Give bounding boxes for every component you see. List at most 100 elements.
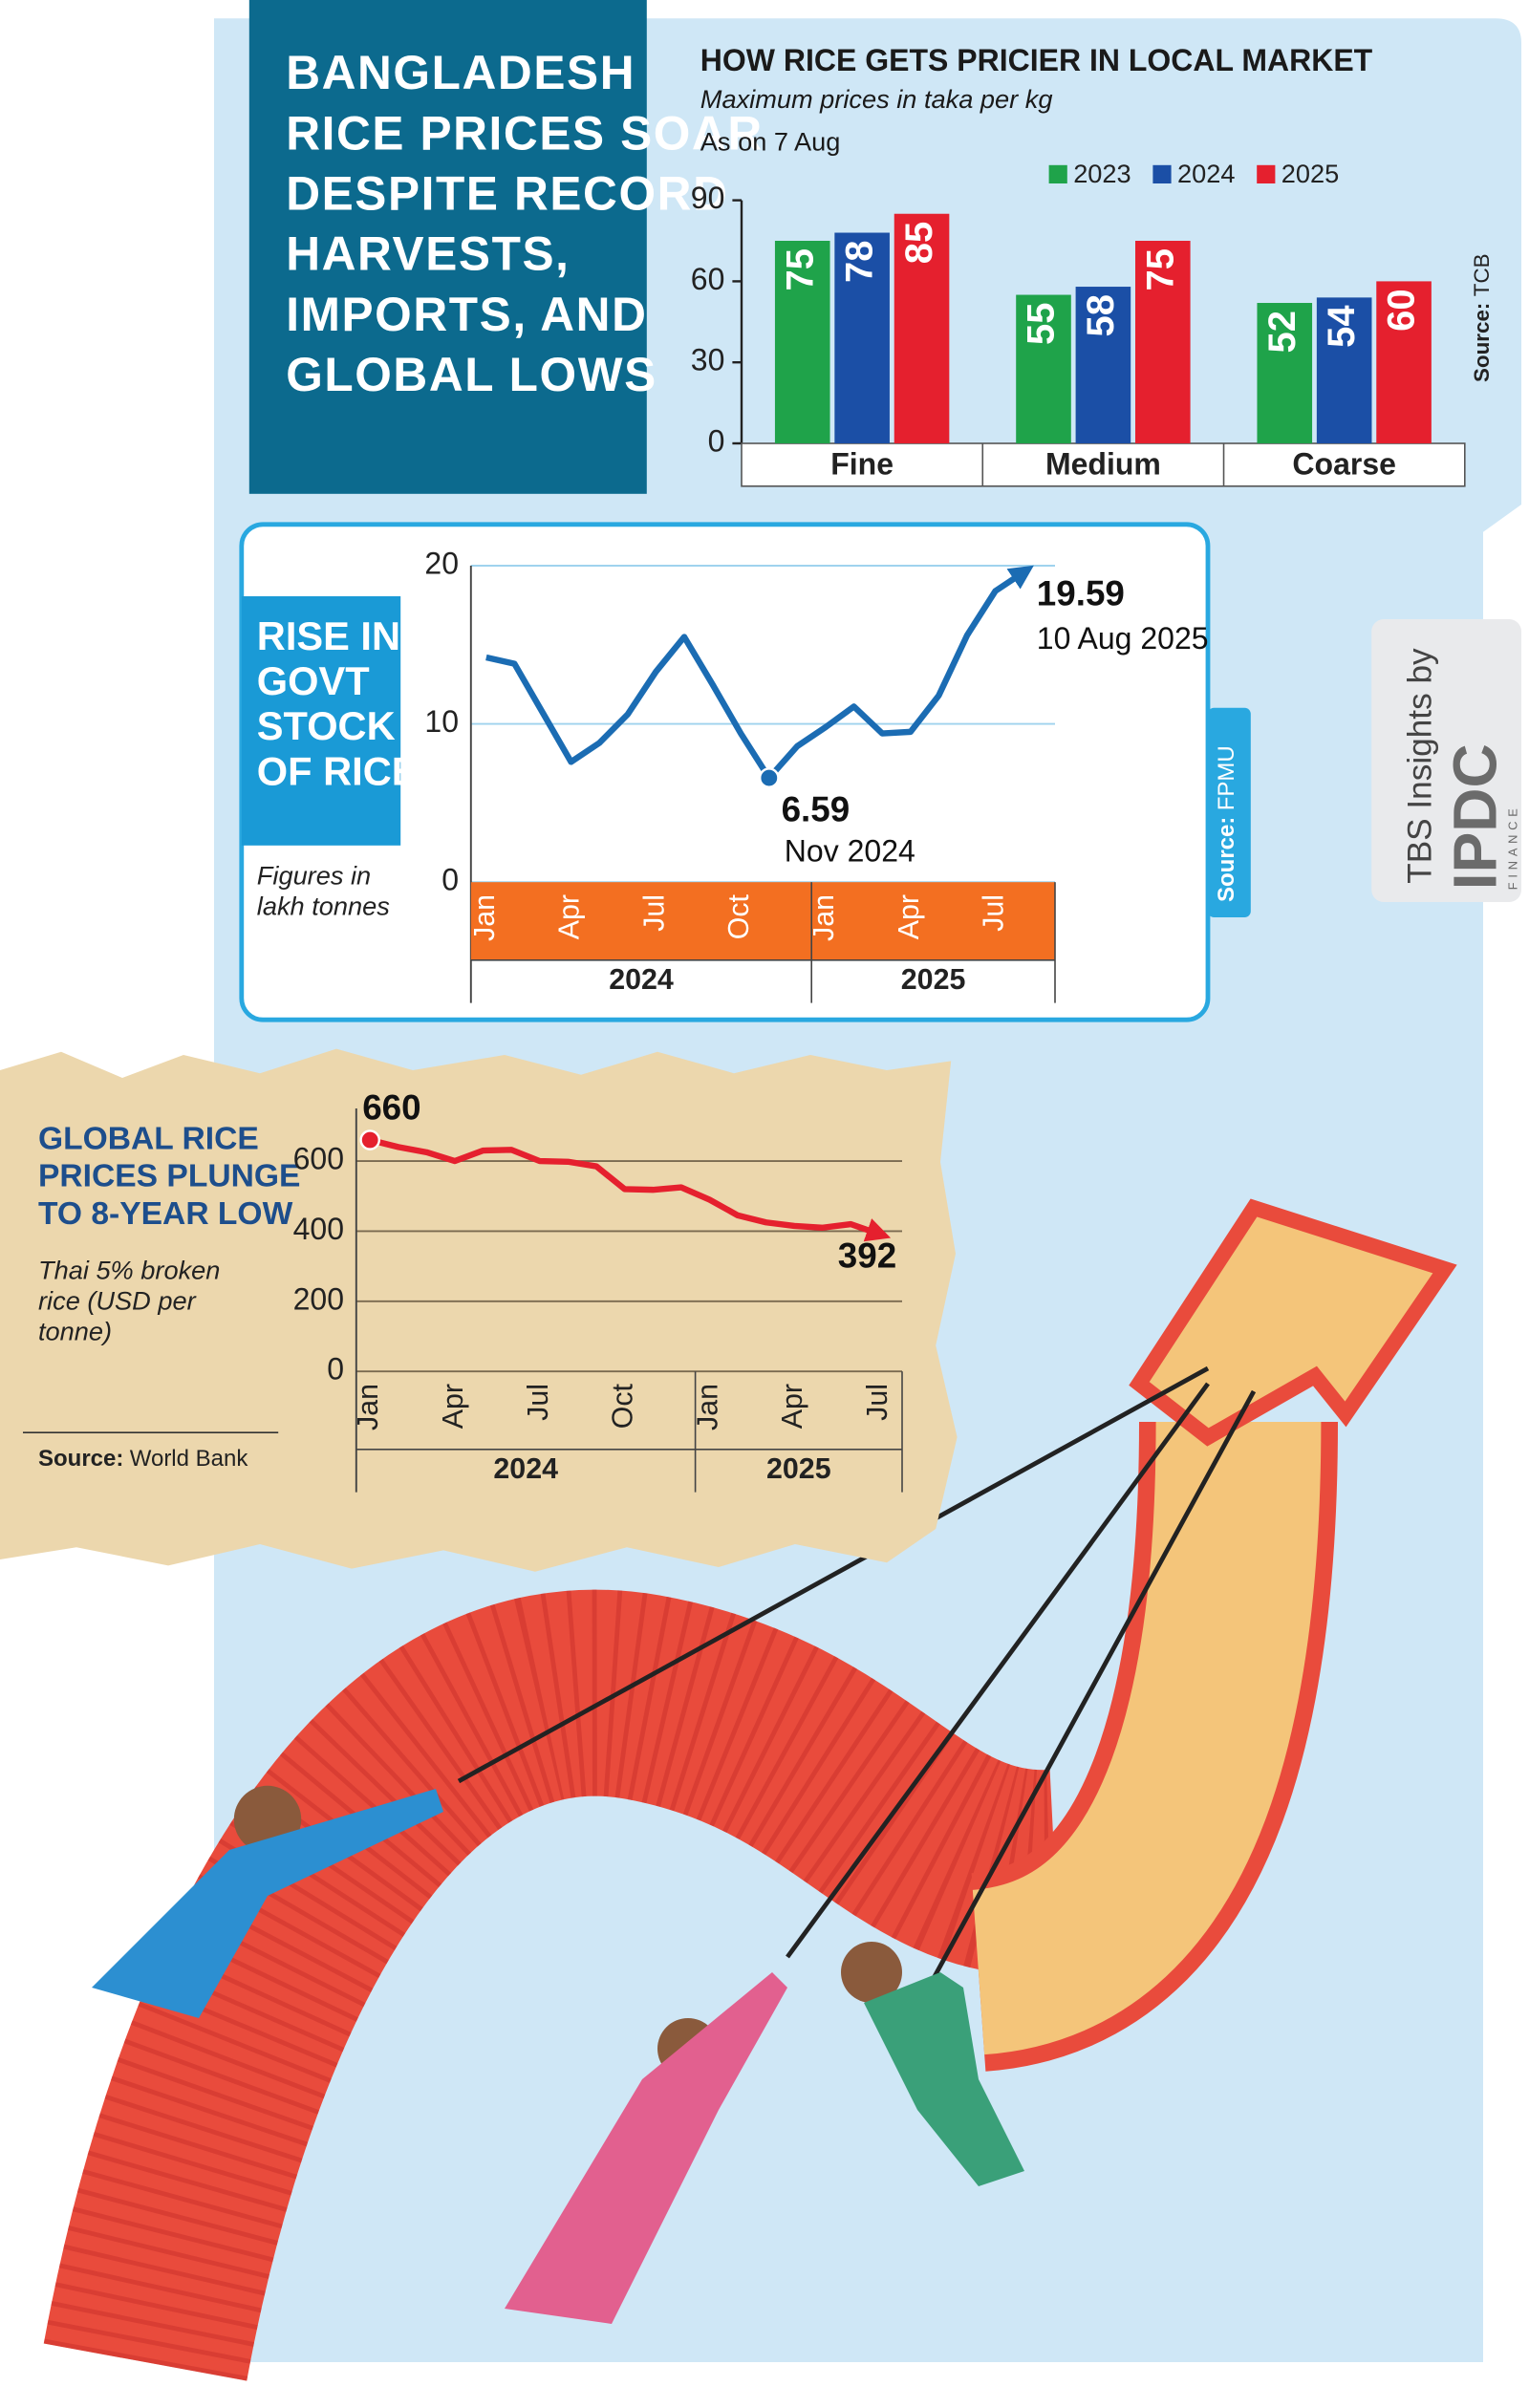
branding-logo-sub: FINANCE [1505,804,1519,890]
stock-title-box [241,596,401,846]
y-tick-label: 200 [293,1281,344,1316]
value-label: 660 [362,1087,420,1127]
charts: HOW RICE GETS PRICIER IN LOCAL MARKET Max… [23,43,1494,1493]
group-label: 2024 [609,963,674,996]
y-tick-label: 30 [691,343,725,377]
headline-box [248,0,647,494]
y-tick-label: 0 [327,1352,344,1387]
headline-line: DESPITE RECORD [286,167,728,221]
chart-title: PRICES PLUNGE [38,1159,300,1194]
legend-label: 2025 [1281,159,1339,188]
chart-note: Figures in [257,861,371,891]
bar [1135,241,1191,443]
chart-title: GOVT [257,658,370,703]
source: Source: TCB [1470,253,1494,382]
y-tick-label: 600 [293,1141,344,1175]
value-label: 75 [1139,248,1181,291]
chart-note: Thai 5% broken [38,1255,220,1284]
bar [1016,294,1071,443]
value-label: 60 [1381,289,1423,332]
x-tick-label: Apr [437,1384,469,1429]
bar [774,241,830,443]
x-tick-label: Oct [607,1383,639,1429]
x-axis-band [470,882,1055,960]
bar [834,232,890,443]
branding-logo: IPDC [1441,743,1510,890]
source-text: FPMU [1214,745,1239,810]
source-label: Source: [1470,303,1494,382]
y-tick-label: 20 [424,546,459,580]
x-tick-label: Jan [468,894,501,941]
branding-by: TBS Insights by [1401,648,1438,884]
legend-swatch [1152,164,1172,183]
y-tick-label: 0 [441,863,459,897]
source: Source: FPMU [1214,745,1239,902]
source-label: Source: [1214,817,1239,902]
headline-line: IMPORTS, AND [286,288,647,341]
source-text: World Bank [130,1446,249,1472]
bar [1257,303,1313,443]
value-label: 55 [1021,303,1063,346]
annotation: 10 Aug 2025 [1037,621,1209,656]
branding-box [1371,619,1521,902]
group-label: 2025 [901,963,966,996]
value-label: 52 [1261,311,1303,354]
value-label: 78 [839,241,881,284]
value-label: 58 [1080,294,1122,337]
chart-note: lakh tonnes [257,892,390,921]
y-tick-label: 60 [691,262,725,296]
legend-swatch [1048,164,1067,183]
x-tick-label: Jul [861,1384,894,1421]
bar [1075,287,1131,443]
x-tick-label: Fine [830,446,894,481]
x-tick-label: Jul [522,1384,554,1421]
x-tick-label: Jan [352,1384,384,1430]
chart-title: HOW RICE GETS PRICIER IN LOCAL MARKET [700,43,1373,77]
headline-line: RICE PRICES SOAR [286,106,764,160]
source-label: Source: [38,1446,123,1472]
stock-source-tab [1208,707,1251,917]
x-tick-label: Jan [691,1384,723,1430]
x-tick-label: Medium [1045,446,1161,481]
headline: BANGLADESH RICE PRICES SOAR DESPITE RECORD… [286,46,764,401]
legend-label: 2023 [1073,159,1131,188]
chart-note: rice (USD per [38,1285,197,1315]
bar [894,213,950,443]
headline-line: GLOBAL LOWS [286,348,657,401]
y-tick-label: 90 [691,181,725,215]
x-axis-band [741,442,1466,487]
chart-title: STOCK [257,703,396,748]
x-tick-label: Coarse [1292,446,1396,481]
chart-title: GLOBAL RICE [38,1121,259,1156]
y-tick-label: 400 [293,1212,344,1246]
headline-line: BANGLADESH [286,46,635,99]
annotation: Nov 2024 [785,833,915,868]
line [369,1136,892,1242]
illustration [43,1198,1457,2381]
x-tick-label: Apr [893,894,925,939]
point [759,767,780,788]
group-label: 2025 [766,1452,831,1485]
chart-note: As on 7 Aug [700,127,841,157]
value-label: 19.59 [1037,574,1125,613]
legend-swatch [1257,164,1276,183]
legend-label: 2024 [1177,159,1235,188]
x-tick-label: Jan [808,894,840,941]
x-tick-label: Jul [637,894,670,932]
paper-background [0,1048,958,1572]
value-label: 75 [779,248,821,291]
x-tick-label: Apr [776,1384,808,1429]
bar [1316,297,1372,443]
value-label: 6.59 [782,789,851,828]
source: Source: World Bank [38,1446,248,1472]
chart-note: tonne) [38,1316,112,1345]
source-text: TCB [1470,253,1494,296]
x-tick-label: Jul [978,894,1010,932]
chart-subtitle: Maximum prices in taka per kg [700,84,1053,114]
value-label: 54 [1321,305,1363,348]
chart-title: RISE IN [257,613,400,658]
y-tick-label: 0 [708,423,725,458]
chart-title: OF RICE [257,748,419,793]
value-label: 85 [898,222,940,265]
